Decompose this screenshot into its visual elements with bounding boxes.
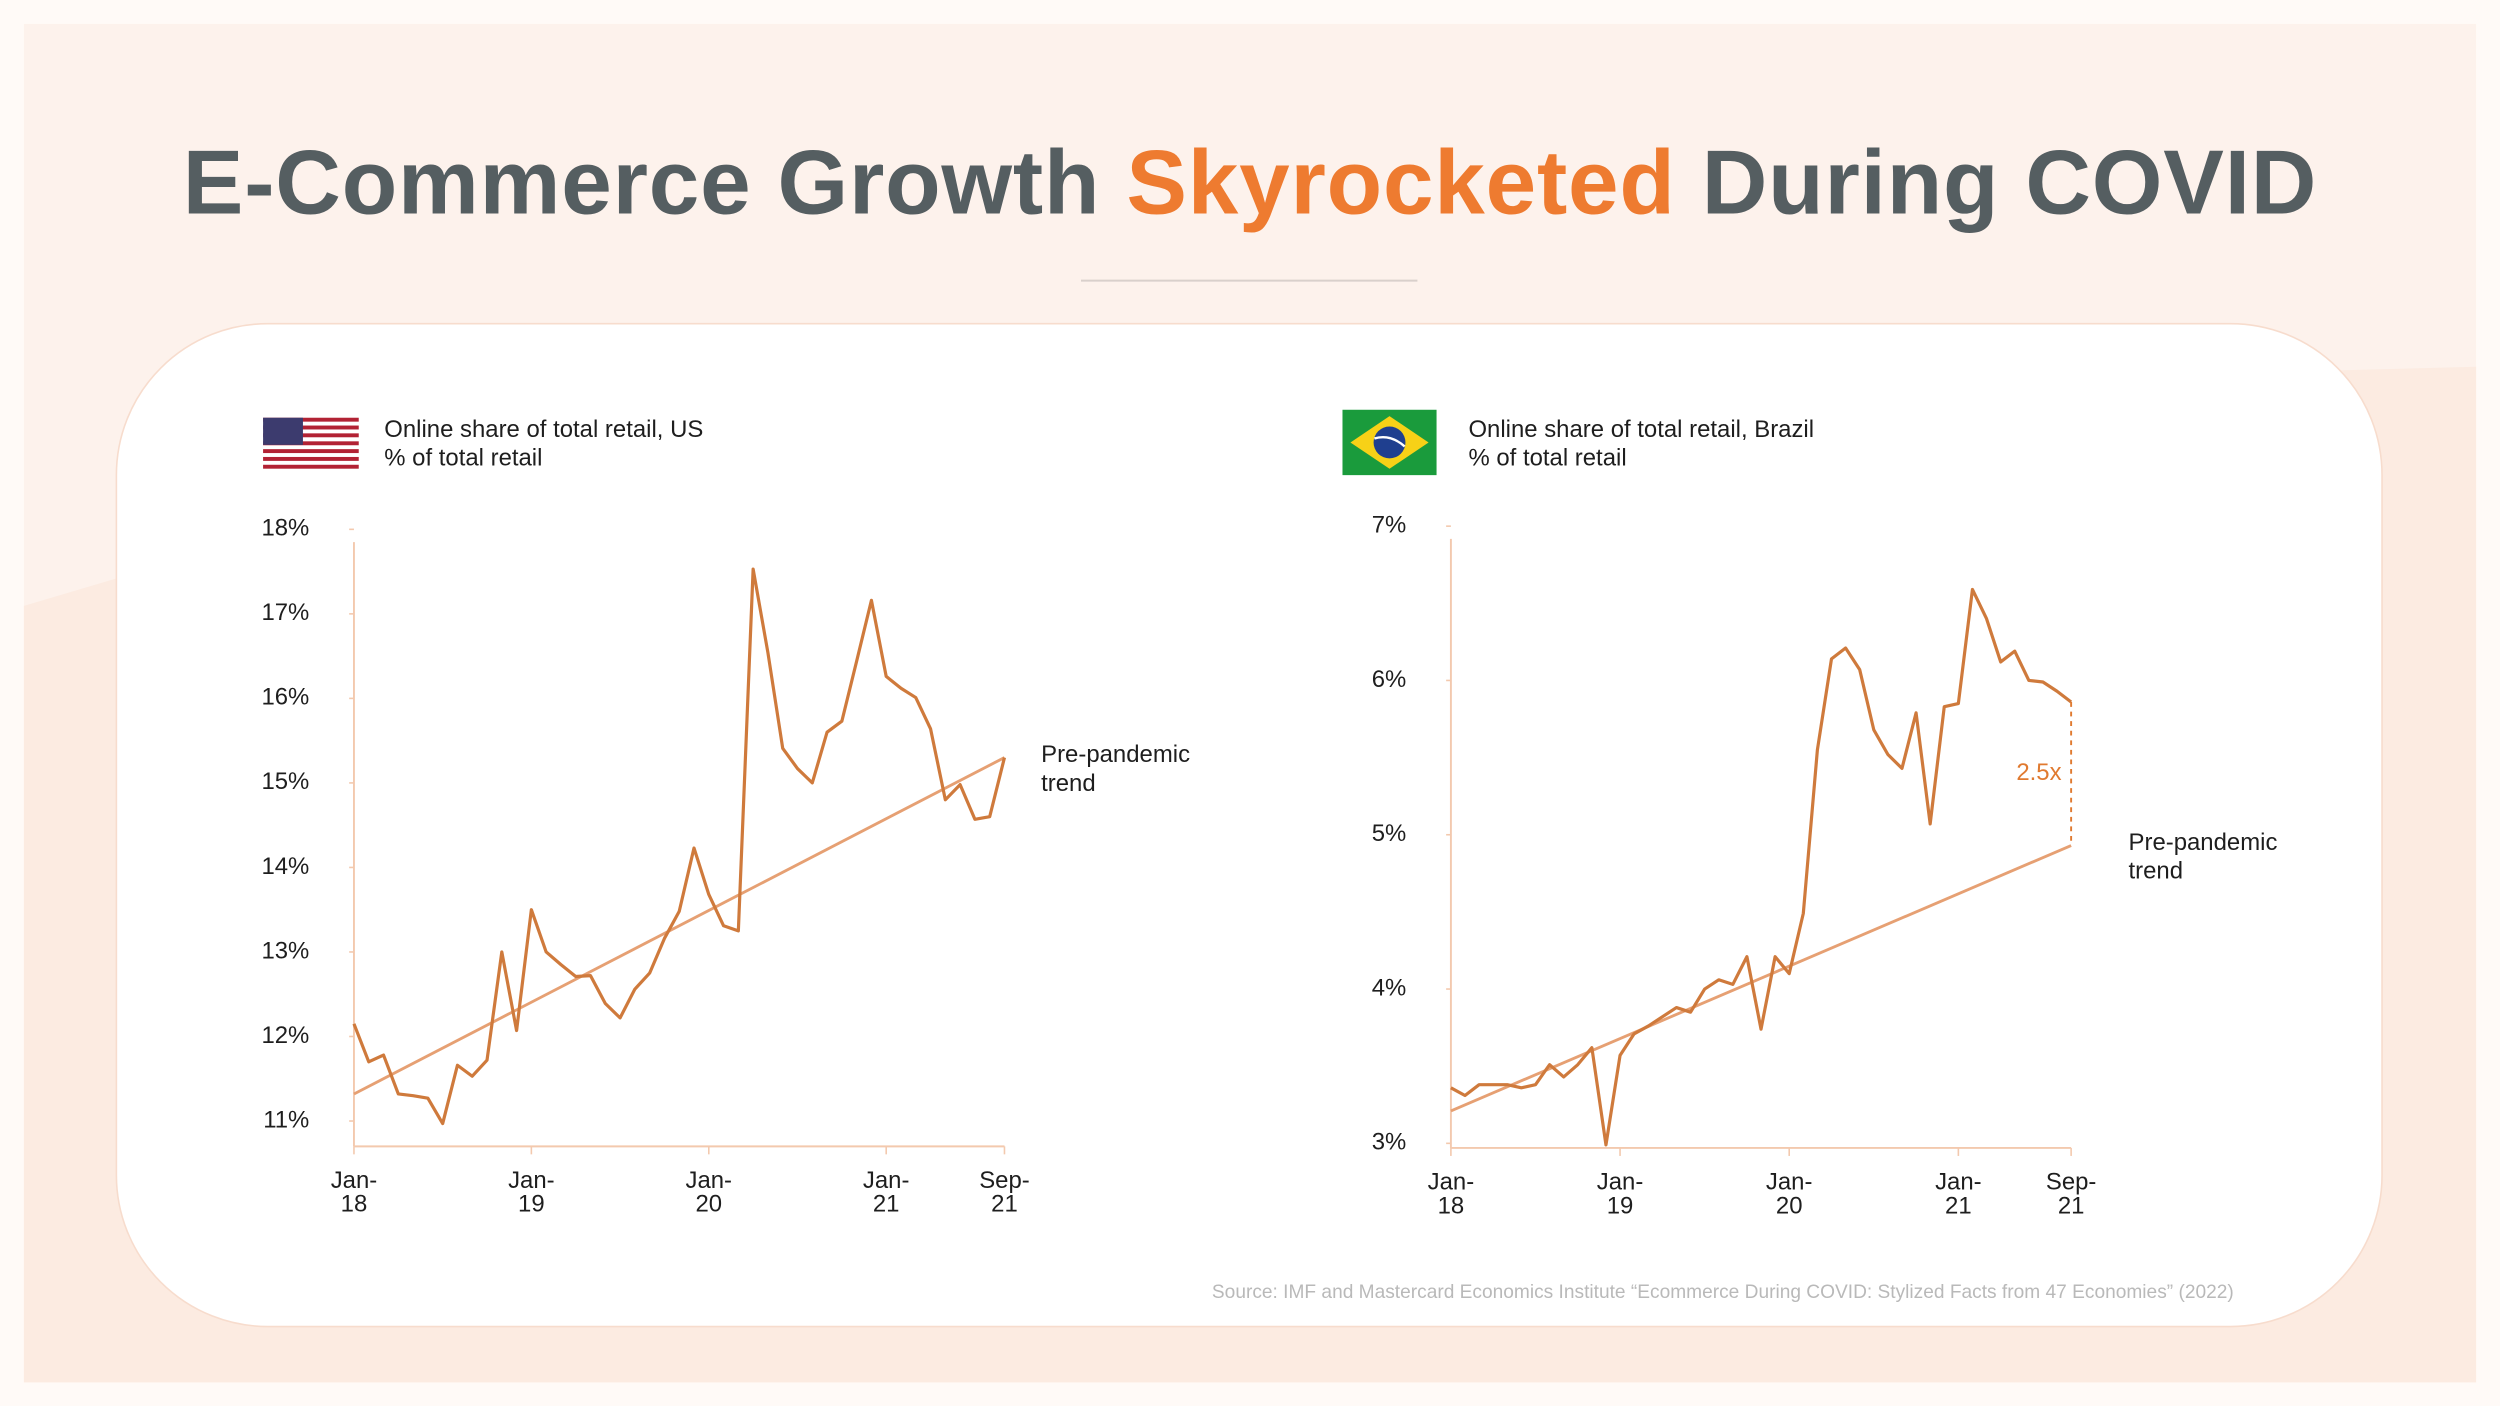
trend-line [353, 756, 1006, 1096]
headline-lead: E-Commerce Growth [182, 132, 1101, 235]
x-tick-label: Jan-20 [1765, 1168, 1813, 1220]
x-tick-label: Jan-21 [1935, 1168, 1982, 1220]
chart-subtitle: % of total retail [384, 444, 543, 472]
trend-label: Pre-pandemic trend [2128, 829, 2278, 886]
y-tick-label: 7% [1372, 511, 1407, 538]
panel [115, 322, 2383, 1328]
y-tick-label: 6% [1372, 666, 1407, 693]
y-tick-label: 12% [261, 1022, 309, 1049]
x-tick-label: Jan-19 [1596, 1168, 1644, 1220]
y-tick-label: 16% [261, 684, 309, 711]
x-tick-label: Jan-21 [862, 1167, 910, 1219]
headline: E-Commerce Growth Skyrocketed During COV… [0, 131, 2500, 236]
x-tick-label: Jan-20 [685, 1167, 733, 1219]
headline-highlight: Skyrocketed [1126, 132, 1676, 235]
data-line [1450, 587, 2073, 1147]
y-tick-label: 13% [261, 937, 309, 964]
y-tick-label: 17% [261, 599, 309, 626]
y-tick-label: 4% [1372, 974, 1407, 1001]
x-tick-label: Jan-18 [330, 1167, 378, 1219]
x-tick-label: Sep-21 [979, 1167, 1030, 1219]
y-tick-label: 11% [263, 1106, 309, 1133]
y-tick-label: 15% [261, 768, 309, 795]
headline-tail: During COVID [1701, 132, 2318, 235]
chart-title: Online share of total retail, US [384, 416, 704, 444]
chart-heading: Online share of total retail, US % of to… [384, 416, 703, 473]
chart-title: Online share of total retail, Brazil [1468, 416, 1815, 444]
y-tick-label: 5% [1372, 820, 1407, 847]
chart-heading: Online share of total retail, Brazil % o… [1468, 416, 1814, 473]
y-tick-label: 18% [261, 515, 309, 542]
chart-subtitle: % of total retail [1468, 444, 1627, 472]
x-tick-label: Jan-19 [508, 1167, 555, 1219]
x-tick-label: Sep-21 [2045, 1168, 2097, 1220]
trend-label: Pre-pandemic trend [1041, 741, 1191, 798]
source-note: Source: IMF and Mastercard Economics Ins… [1211, 1280, 2234, 1303]
x-tick-label: Jan-18 [1427, 1168, 1475, 1220]
brazil-flag [1342, 409, 1437, 476]
annotation: 2.5x [2016, 759, 2061, 786]
data-line [352, 567, 1007, 1126]
us-flag [263, 417, 359, 469]
y-tick-label: 14% [261, 853, 309, 880]
y-tick-label: 3% [1372, 1129, 1407, 1156]
